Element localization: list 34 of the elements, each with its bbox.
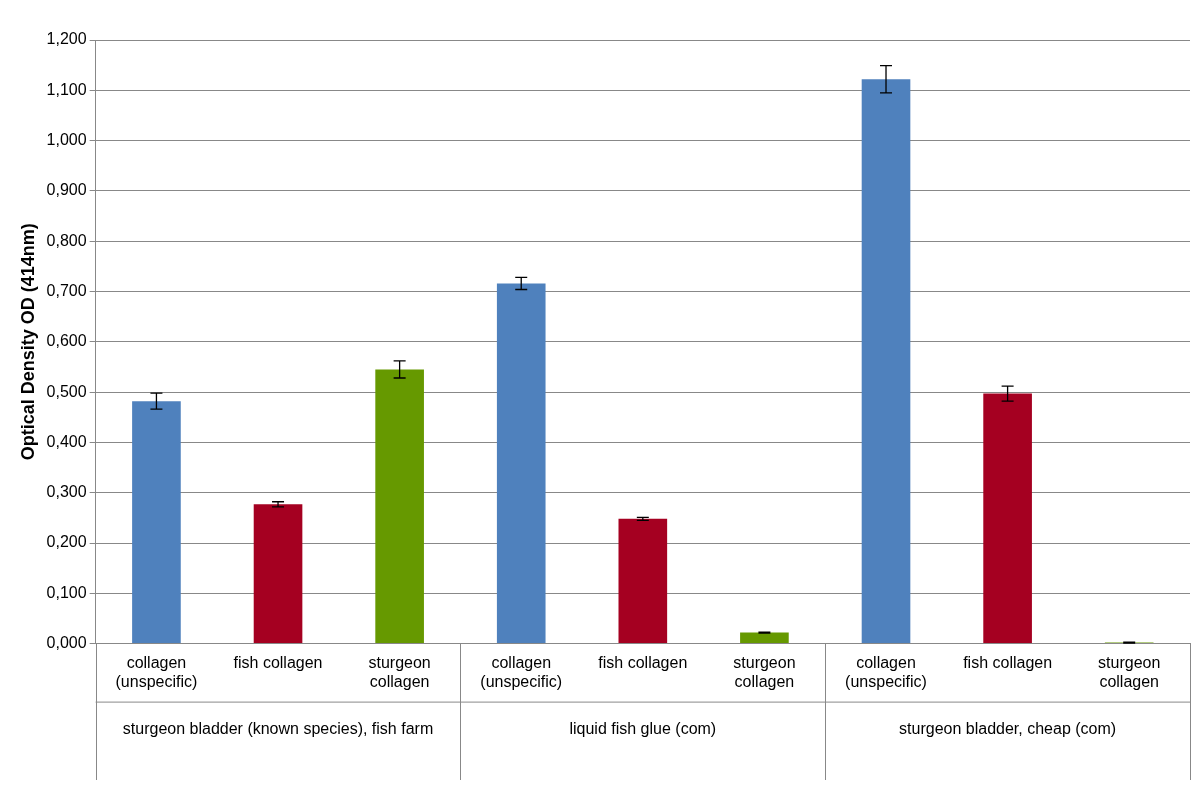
bar <box>740 632 789 644</box>
x-tick-label: collagen (unspecific) <box>845 653 927 690</box>
y-tick-label: 0,100 <box>46 583 87 601</box>
y-tick-label: 0,700 <box>46 281 87 299</box>
y-tick-label: 1,100 <box>46 80 87 98</box>
bar <box>861 79 911 644</box>
bar <box>618 518 668 644</box>
y-tick-label: 0,800 <box>46 231 87 249</box>
x-tick-label: sturgeon collagen <box>733 653 796 690</box>
bar <box>983 393 1032 644</box>
x-tick-label: fish collagen <box>233 653 323 671</box>
y-tick-label: 0,000 <box>46 634 87 652</box>
y-tick-label: 0,400 <box>46 432 87 450</box>
bar <box>132 401 181 644</box>
y-tick-label: 0,600 <box>46 332 87 350</box>
bar <box>375 369 424 644</box>
text: liquid fish glue (com) <box>569 720 717 738</box>
y-tick-label: 1,200 <box>46 30 87 48</box>
x-tick-label: fish collagen <box>598 653 688 671</box>
x-tick-label: sturgeon collagen <box>1098 653 1161 690</box>
y-tick-label: 0,200 <box>46 533 87 551</box>
y-tick-label: 1,000 <box>46 131 87 149</box>
text: sturgeon bladder (known species), fish farm <box>122 720 434 738</box>
x-tick-label: collagen (unspecific) <box>480 653 563 690</box>
y-tick-label: 0,300 <box>46 483 87 501</box>
y-tick-label: 0,500 <box>46 382 87 400</box>
bar <box>253 504 303 644</box>
x-tick-label: fish collagen <box>963 653 1053 671</box>
text: sturgeon bladder, cheap (com) <box>899 720 1117 738</box>
y-tick-label: 0,900 <box>46 181 87 199</box>
y-axis-title: Optical Density OD (414nm) <box>17 223 38 461</box>
bar <box>496 283 546 644</box>
x-tick-label: sturgeon collagen <box>368 653 431 690</box>
x-tick-label: collagen (unspecific) <box>115 653 198 690</box>
